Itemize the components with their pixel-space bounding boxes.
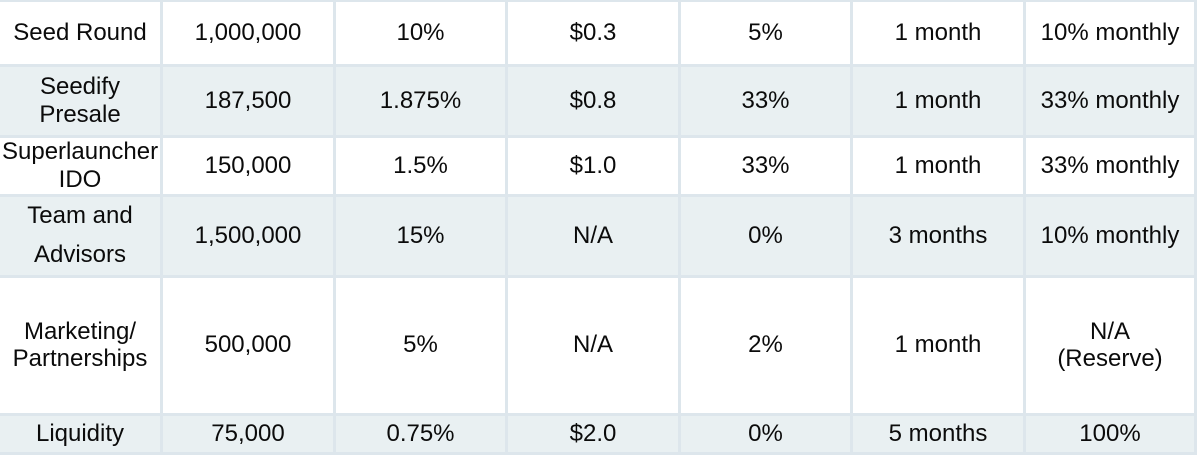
table-cell: 1 month xyxy=(853,138,1026,197)
table-cell: $0.3 xyxy=(508,0,681,67)
table-cell: 5 months xyxy=(853,415,1026,455)
table-cell: 10% monthly xyxy=(1026,0,1197,67)
table-cell: N/A xyxy=(508,277,681,416)
table-cell: 33% monthly xyxy=(1026,67,1197,138)
table-cell: 187,500 xyxy=(163,67,336,138)
table-row: Seedify Presale 187,500 1.875% $0.8 33% … xyxy=(0,67,1197,138)
table-cell: 1 month xyxy=(853,277,1026,416)
table-row: Seed Round 1,000,000 10% $0.3 5% 1 month… xyxy=(0,0,1197,67)
table-row: Liquidity 75,000 0.75% $2.0 0% 5 months … xyxy=(0,415,1197,455)
table-cell: 0.75% xyxy=(336,415,508,455)
table-row: Superlauncher IDO 150,000 1.5% $1.0 33% … xyxy=(0,138,1197,197)
table-cell: 1,000,000 xyxy=(163,0,336,67)
table-cell: 1.5% xyxy=(336,138,508,197)
row-label-cell: Superlauncher IDO xyxy=(0,138,163,197)
table-cell: 33% monthly xyxy=(1026,138,1197,197)
table-cell: 1,500,000 xyxy=(163,197,336,278)
table-cell: 10% xyxy=(336,0,508,67)
table-cell: 1 month xyxy=(853,67,1026,138)
table-cell: 2% xyxy=(681,277,853,416)
table-cell: 10% monthly xyxy=(1026,197,1197,278)
table-cell: 3 months xyxy=(853,197,1026,278)
table-cell: 0% xyxy=(681,415,853,455)
row-label-cell: Team and Advisors xyxy=(0,197,163,278)
table-row: Team and Advisors 1,500,000 15% N/A 0% 3… xyxy=(0,197,1197,278)
table-row: Marketing/ Partnerships 500,000 5% N/A 2… xyxy=(0,277,1197,416)
row-label-cell: Seed Round xyxy=(0,0,163,67)
row-label-cell: Seedify Presale xyxy=(0,67,163,138)
row-label-cell: Marketing/ Partnerships xyxy=(0,277,163,416)
table-cell: 100% xyxy=(1026,415,1197,455)
table-cell: 1 month xyxy=(853,0,1026,67)
table-cell: 5% xyxy=(336,277,508,416)
table-cell: 5% xyxy=(681,0,853,67)
table-cell: N/A xyxy=(508,197,681,278)
table-cell: 33% xyxy=(681,67,853,138)
table-cell: $1.0 xyxy=(508,138,681,197)
table-cell: N/A (Reserve) xyxy=(1026,277,1197,416)
table-cell: $0.8 xyxy=(508,67,681,138)
table-cell: 0% xyxy=(681,197,853,278)
table-cell: 33% xyxy=(681,138,853,197)
table-cell: 150,000 xyxy=(163,138,336,197)
table-cell: 15% xyxy=(336,197,508,278)
row-label-cell: Liquidity xyxy=(0,415,163,455)
table-cell: 500,000 xyxy=(163,277,336,416)
table-cell: 75,000 xyxy=(163,415,336,455)
table-cell: 1.875% xyxy=(336,67,508,138)
table-cell: $2.0 xyxy=(508,415,681,455)
